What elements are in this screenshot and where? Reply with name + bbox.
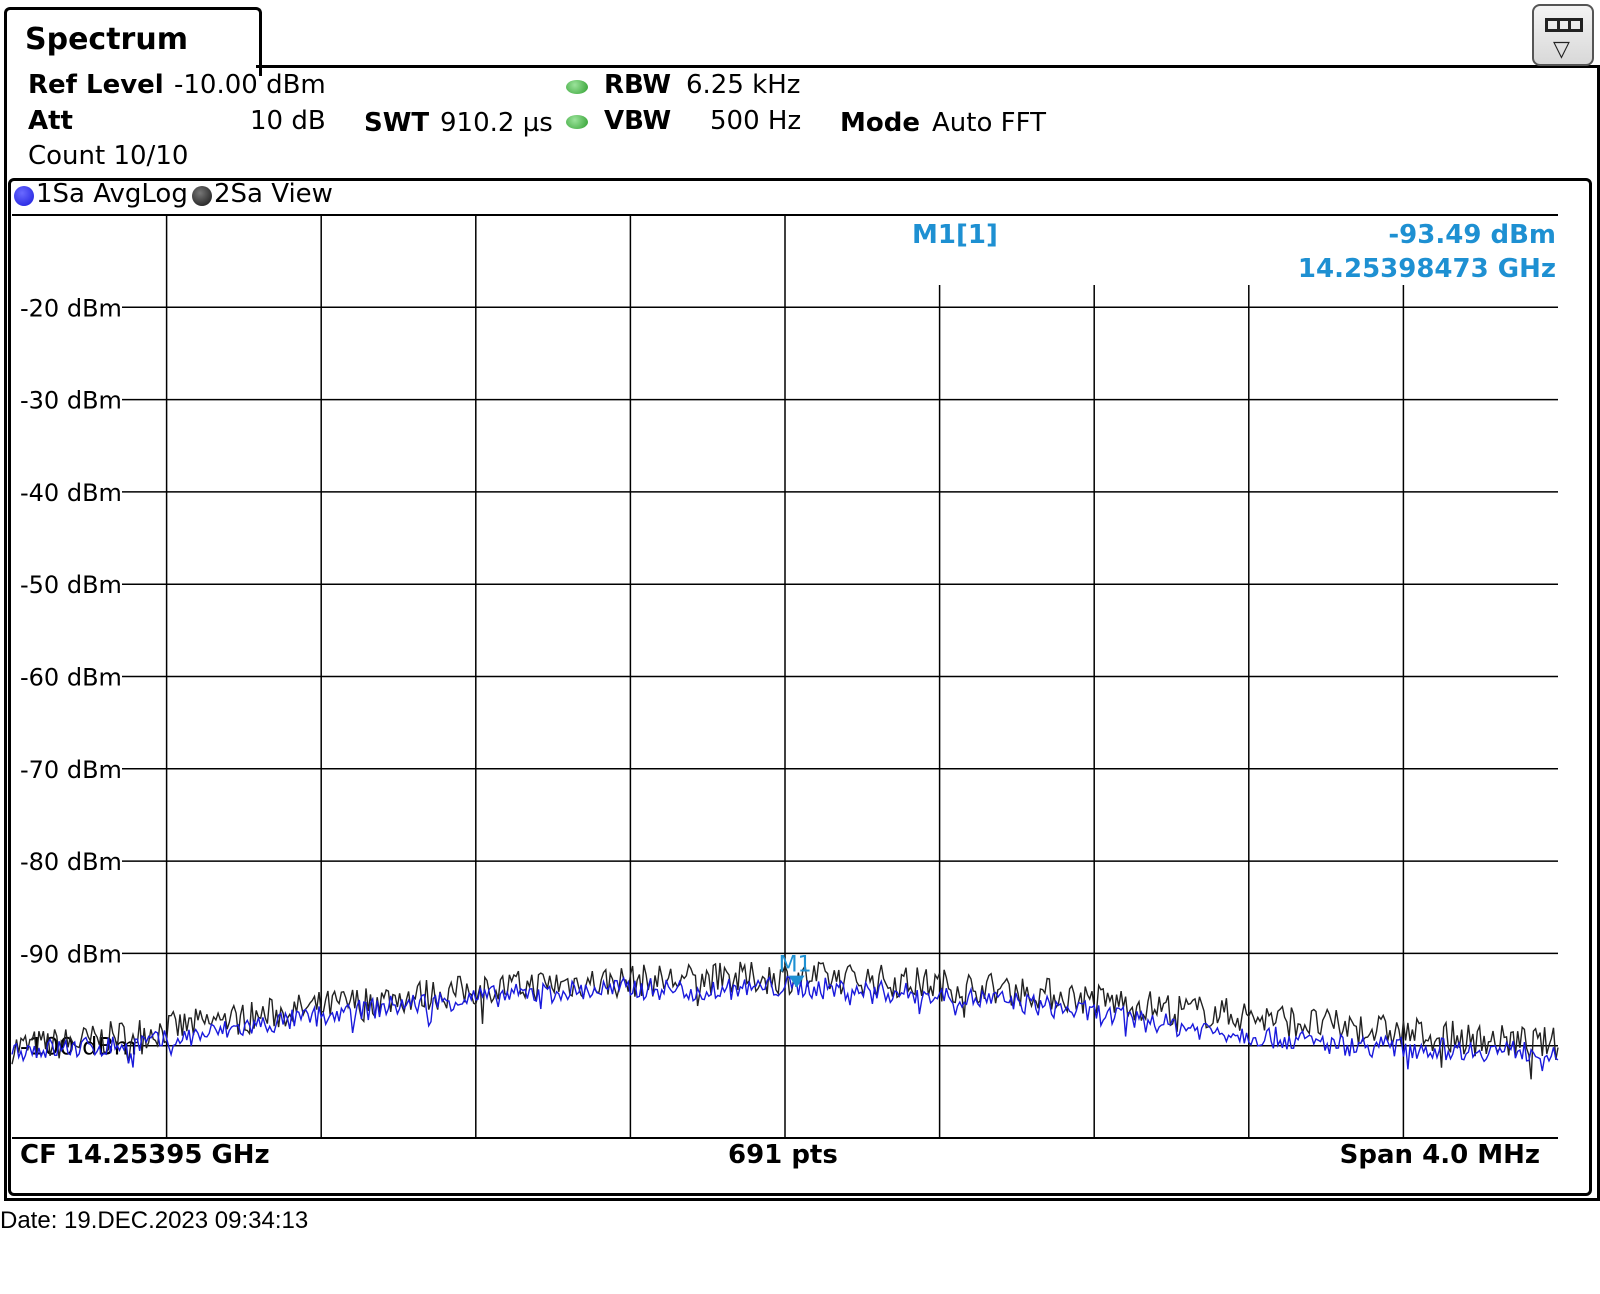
mode-label: Mode — [840, 108, 920, 138]
menu-bars-icon — [1545, 18, 1583, 32]
panel-border-bottom — [4, 1198, 1600, 1201]
y-tick-label: -50 dBm — [20, 571, 122, 599]
swt-label: SWT — [364, 108, 430, 138]
vbw-value: 500 Hz — [710, 106, 802, 136]
spectrum-diagram[interactable] — [8, 178, 1592, 1196]
center-frequency: CF 14.25395 GHz — [20, 1140, 270, 1170]
spectrum-tab[interactable]: Spectrum — [4, 7, 262, 76]
y-tick-label: -40 dBm — [20, 479, 122, 507]
swt-value: 910.2 µs — [440, 108, 553, 138]
menu-button[interactable]: ▽ — [1532, 4, 1594, 66]
date-stamp: Date: 19.DEC.2023 09:34:13 — [0, 1207, 309, 1234]
tab-title: Spectrum — [25, 22, 188, 57]
plot-traces — [11, 961, 1559, 1080]
marker-readout-label: M1[1] — [912, 220, 998, 250]
rbw-status-indicator — [566, 80, 588, 94]
att-value: 10 dB — [250, 106, 326, 136]
y-tick-label: -80 dBm — [20, 848, 122, 876]
ref-level-value: -10.00 dBm — [174, 70, 326, 100]
trace-line-1sa-avglog — [11, 975, 1559, 1072]
vbw-status-indicator — [566, 115, 588, 129]
points-count: 691 pts — [728, 1140, 838, 1170]
span: Span 4.0 MHz — [1339, 1140, 1540, 1170]
trace-line-2sa-view — [11, 961, 1559, 1080]
marker-readout-freq: 14.25398473 GHz — [1297, 254, 1556, 284]
y-tick-label: -20 dBm — [20, 294, 122, 322]
att-label: Att — [28, 106, 73, 136]
trace-2-dot-icon — [192, 186, 212, 206]
marker-triangle-icon — [788, 975, 805, 988]
y-tick-label: -60 dBm — [20, 664, 122, 692]
y-tick-label: -90 dBm — [20, 940, 122, 968]
panel-border-right — [1597, 65, 1600, 1200]
marker-group: M1 — [779, 953, 812, 988]
rbw-value: 6.25 kHz — [686, 70, 801, 100]
marker-readout-level: -93.49 dBm — [1388, 220, 1556, 250]
tab-border — [256, 65, 1600, 68]
rbw-label: RBW — [604, 70, 672, 100]
mode-value: Auto FFT — [932, 108, 1046, 138]
chevron-down-icon: ▽ — [1553, 37, 1570, 62]
y-tick-label: -70 dBm — [20, 756, 122, 784]
count-text: Count 10/10 — [28, 141, 189, 171]
y-tick-label: -30 dBm — [20, 387, 122, 415]
ref-level-label: Ref Level — [28, 70, 164, 100]
panel-border-left — [4, 65, 7, 1200]
trace-2-label[interactable]: 2Sa View — [214, 179, 333, 209]
vbw-label: VBW — [604, 106, 672, 136]
trace-1-dot-icon — [14, 186, 34, 206]
plot-grid — [12, 214, 1558, 1139]
y-axis-ticks: -20 dBm -30 dBm -40 dBm -50 dBm -60 dBm -70 d… — [20, 294, 137, 1060]
trace-1-label[interactable]: 1Sa AvgLog — [36, 179, 188, 209]
marker-label: M1 — [779, 953, 812, 978]
